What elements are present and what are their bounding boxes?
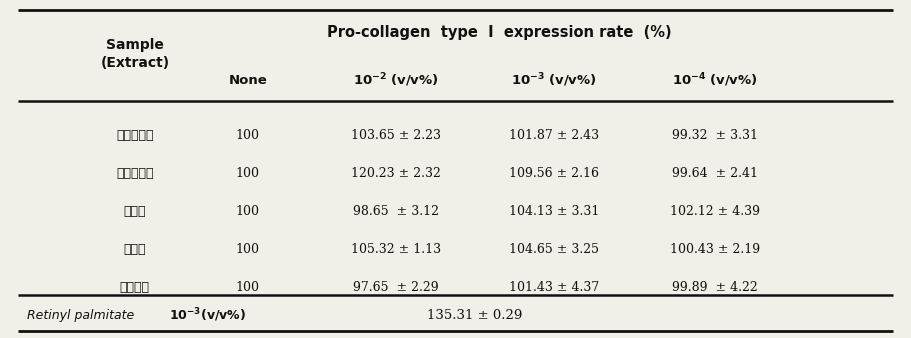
- Text: 에키네시아: 에키네시아: [116, 167, 154, 180]
- Text: 금선련: 금선련: [124, 243, 146, 256]
- Text: Retinyl palmitate: Retinyl palmitate: [27, 309, 138, 321]
- Text: 97.65  ± 2.29: 97.65 ± 2.29: [353, 282, 439, 294]
- Text: 101.43 ± 4.37: 101.43 ± 4.37: [508, 282, 599, 294]
- Text: $\mathbf{10^{-2}}$ $\mathbf{(v/v\%)}$: $\mathbf{10^{-2}}$ $\mathbf{(v/v\%)}$: [353, 72, 439, 89]
- Text: 100: 100: [236, 167, 260, 180]
- Text: Pro-collagen  type  Ⅰ  expression rate  (%): Pro-collagen type Ⅰ expression rate (%): [327, 25, 671, 40]
- Text: 99.64  ± 2.41: 99.64 ± 2.41: [672, 167, 758, 180]
- Text: 98.65  ± 3.12: 98.65 ± 3.12: [353, 205, 439, 218]
- Text: 100: 100: [236, 205, 260, 218]
- Text: 99.32  ± 3.31: 99.32 ± 3.31: [672, 129, 758, 142]
- Text: 나도수영: 나도수영: [120, 282, 149, 294]
- Text: Sample
(Extract): Sample (Extract): [100, 38, 169, 70]
- Text: 신선초: 신선초: [124, 205, 146, 218]
- Text: 100.43 ± 2.19: 100.43 ± 2.19: [670, 243, 760, 256]
- Text: $\mathbf{10^{-4}}$ $\mathbf{(v/v\%)}$: $\mathbf{10^{-4}}$ $\mathbf{(v/v\%)}$: [672, 72, 758, 89]
- Text: 101.87 ± 2.43: 101.87 ± 2.43: [509, 129, 599, 142]
- Text: 100: 100: [236, 243, 260, 256]
- Text: 104.65 ± 3.25: 104.65 ± 3.25: [509, 243, 599, 256]
- Text: 109.56 ± 2.16: 109.56 ± 2.16: [509, 167, 599, 180]
- Text: 102.12 ± 4.39: 102.12 ± 4.39: [670, 205, 760, 218]
- Text: None: None: [229, 74, 267, 87]
- Text: 135.31 ± 0.29: 135.31 ± 0.29: [427, 309, 523, 321]
- Text: 105.32 ± 1.13: 105.32 ± 1.13: [352, 243, 441, 256]
- Text: 103.65 ± 2.23: 103.65 ± 2.23: [352, 129, 441, 142]
- Text: 120.23 ± 2.32: 120.23 ± 2.32: [352, 167, 441, 180]
- Text: $\mathbf{10^{-3}}$$\mathbf{(v/v\%)}$: $\mathbf{10^{-3}}$$\mathbf{(v/v\%)}$: [169, 306, 246, 324]
- Text: 100: 100: [236, 282, 260, 294]
- Text: $\mathbf{10^{-3}}$ $\mathbf{(v/v\%)}$: $\mathbf{10^{-3}}$ $\mathbf{(v/v\%)}$: [511, 72, 597, 89]
- Text: 색시프라가: 색시프라가: [116, 129, 154, 142]
- Text: 100: 100: [236, 129, 260, 142]
- Text: 104.13 ± 3.31: 104.13 ± 3.31: [508, 205, 599, 218]
- Text: 99.89  ± 4.22: 99.89 ± 4.22: [672, 282, 758, 294]
